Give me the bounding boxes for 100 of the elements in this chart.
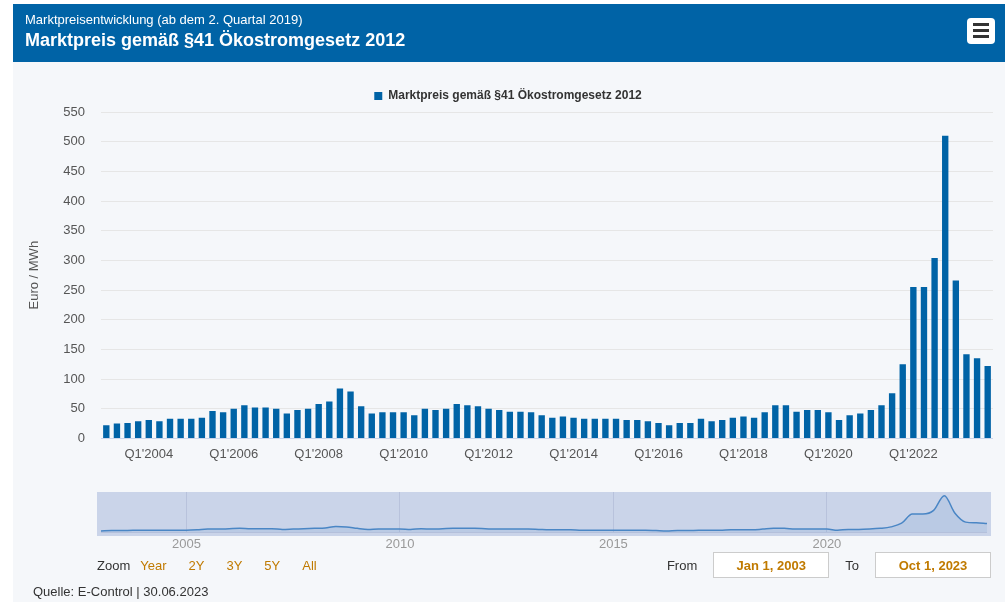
source-note: Quelle: E-Control | 30.06.2023 — [33, 584, 209, 599]
bar — [315, 403, 322, 438]
bar — [188, 418, 195, 438]
text: Jan 1, 2003 — [713, 552, 830, 578]
bar — [729, 417, 737, 438]
text: 5Y — [264, 557, 281, 573]
bar — [687, 422, 694, 438]
bar — [888, 393, 896, 438]
bar — [262, 407, 269, 438]
bar — [400, 412, 407, 438]
x-tick-label: Q1'2016 — [634, 445, 683, 461]
y-tick-label: 50 — [70, 400, 85, 416]
text: All — [302, 557, 317, 573]
text: To — [845, 557, 859, 573]
bar — [623, 420, 630, 438]
bar — [634, 420, 641, 438]
x-tick-label: Q1'2022 — [888, 445, 938, 461]
bar — [973, 358, 981, 438]
bar — [676, 422, 683, 438]
bar — [145, 420, 152, 438]
bar — [177, 418, 184, 438]
text: 2Y — [188, 557, 205, 573]
bar — [931, 257, 938, 438]
bar — [559, 416, 567, 438]
bar — [103, 425, 110, 438]
text: Oct 1, 2023 — [875, 552, 991, 578]
bar — [219, 412, 227, 438]
bar — [612, 418, 620, 438]
bar — [984, 366, 991, 438]
x-tick-label: Q1'2008 — [294, 445, 344, 461]
bar — [464, 405, 471, 438]
bar — [591, 418, 598, 438]
bar — [814, 409, 821, 438]
text: Year — [140, 557, 167, 573]
chart-title: Marktpreis gemäß §41 Ökostromgesetz 2012 — [25, 30, 407, 51]
bar — [517, 411, 524, 438]
bar — [740, 416, 747, 438]
legend-label: Marktpreis gemäß §41 Ökostromgesetz 2012 — [388, 87, 643, 103]
bar — [719, 420, 726, 438]
bar — [336, 388, 344, 438]
y-tick-label: 300 — [63, 251, 85, 267]
bar — [910, 287, 917, 438]
text: From — [666, 557, 698, 573]
bar — [124, 422, 131, 438]
y-tick-label: 250 — [63, 281, 85, 297]
y-tick-label: 400 — [63, 192, 85, 208]
bar — [835, 420, 843, 438]
bar — [570, 417, 577, 438]
x-tick-label: 2005 — [171, 535, 201, 551]
bar — [899, 364, 906, 438]
bar — [527, 412, 535, 438]
bar — [846, 415, 853, 438]
bar — [782, 405, 790, 438]
bar — [644, 421, 652, 438]
bar — [485, 408, 492, 438]
bar — [442, 408, 450, 438]
bar — [697, 418, 705, 438]
y-tick-label: 350 — [63, 222, 85, 238]
bar — [496, 409, 503, 438]
bar — [379, 412, 386, 438]
bar — [453, 403, 460, 438]
bar — [411, 415, 418, 438]
bar — [283, 413, 291, 438]
bar — [368, 413, 375, 438]
y-tick-label: 550 — [63, 103, 85, 119]
text: Zoom — [97, 557, 131, 573]
x-tick-label: 2015 — [598, 535, 628, 551]
y-tick-label: 500 — [63, 133, 85, 149]
bar — [198, 417, 206, 438]
bar — [241, 405, 248, 438]
bar — [878, 405, 885, 438]
y-tick-label: 450 — [63, 162, 85, 178]
bar — [506, 411, 514, 438]
bar — [549, 417, 556, 438]
bar — [857, 413, 864, 438]
bar — [942, 135, 949, 438]
x-tick-label: Q1'2004 — [124, 445, 174, 461]
bar — [304, 408, 312, 438]
y-axis-title: Euro / MWh — [26, 240, 42, 310]
y-tick-label: 100 — [63, 370, 85, 386]
bar — [347, 391, 354, 438]
bar — [803, 409, 811, 438]
bar — [209, 411, 216, 438]
x-tick-label: Q1'2010 — [379, 445, 429, 461]
bar — [793, 411, 800, 438]
bar — [156, 421, 163, 438]
bar — [432, 409, 439, 438]
y-tick-label: 200 — [63, 311, 85, 327]
bar — [134, 421, 142, 438]
bar — [474, 406, 482, 438]
x-tick-label: Q1'2020 — [804, 445, 853, 461]
bar — [920, 287, 928, 438]
bar — [389, 412, 397, 438]
bar — [294, 409, 301, 438]
bar — [708, 421, 715, 438]
bar — [166, 418, 174, 438]
bar — [952, 280, 960, 438]
x-tick-label: 2010 — [385, 535, 415, 551]
bar — [357, 406, 365, 438]
text: 3Y — [226, 557, 243, 573]
